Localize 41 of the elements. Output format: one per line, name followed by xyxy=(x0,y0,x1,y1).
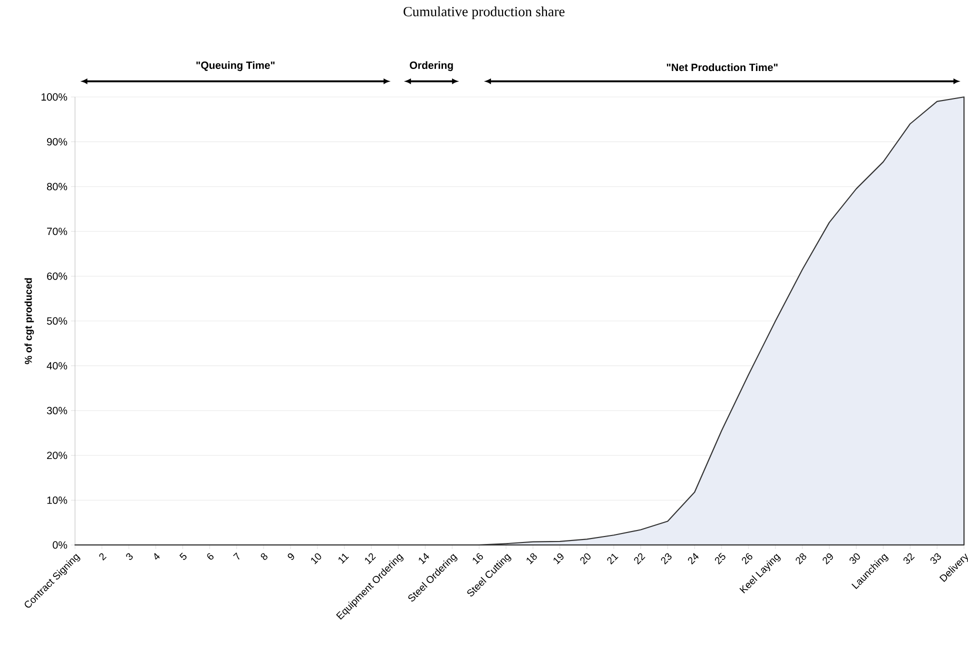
y-tick-label: 60% xyxy=(47,272,68,280)
x-tick-label: 6 xyxy=(207,553,214,560)
x-tick-label: 2 xyxy=(99,553,107,561)
chart-title: Cumulative production share xyxy=(404,6,564,20)
y-tick-label: 100% xyxy=(42,93,68,101)
x-tick-label: 26 xyxy=(742,553,752,564)
x-tick-label: 8 xyxy=(260,553,268,560)
x-tick-label: 10 xyxy=(311,553,322,564)
x-tick-label: 20 xyxy=(580,553,591,564)
y-tick-label: 90% xyxy=(47,138,68,146)
x-tick-label: 28 xyxy=(796,553,806,564)
y-tick-label: 70% xyxy=(47,228,68,236)
x-tick-label: 16 xyxy=(472,553,483,564)
x-tick-label: 7 xyxy=(233,552,240,560)
text: "Net Production Time" xyxy=(666,63,778,72)
y-tick-label: 10% xyxy=(47,496,68,504)
y-axis-title: % of cgt produced xyxy=(24,278,34,364)
text: Ordering xyxy=(410,61,453,72)
y-tick-label: 0% xyxy=(52,541,68,549)
x-tick-label: 32 xyxy=(903,553,915,564)
x-tick-label: 24 xyxy=(688,553,699,564)
x-tick-label: 3 xyxy=(126,553,133,560)
x-tick-label: 29 xyxy=(822,553,833,564)
y-tick-label: 20% xyxy=(47,452,68,460)
x-tick-label: 21 xyxy=(607,554,618,564)
y-tick-label: 40% xyxy=(46,362,68,370)
y-tick-label: 80% xyxy=(47,182,68,190)
x-tick-label: 23 xyxy=(661,553,672,564)
x-tick-label: 14 xyxy=(418,552,430,564)
text: "Queuing Time" xyxy=(196,61,275,72)
y-tick-label: 50% xyxy=(46,317,68,325)
x-tick-label: 33 xyxy=(930,553,941,564)
x-tick-label: 5 xyxy=(179,552,186,560)
x-tick-label: 4 xyxy=(154,552,160,560)
y-tick-label: 30% xyxy=(46,406,68,414)
x-tick-label: 11 xyxy=(338,554,349,564)
x-tick-label: 25 xyxy=(714,552,726,564)
x-tick-label: 9 xyxy=(288,553,294,560)
x-tick-label: 22 xyxy=(634,553,646,564)
x-tick-label: 18 xyxy=(526,553,537,564)
x-tick-label: 19 xyxy=(554,553,564,564)
